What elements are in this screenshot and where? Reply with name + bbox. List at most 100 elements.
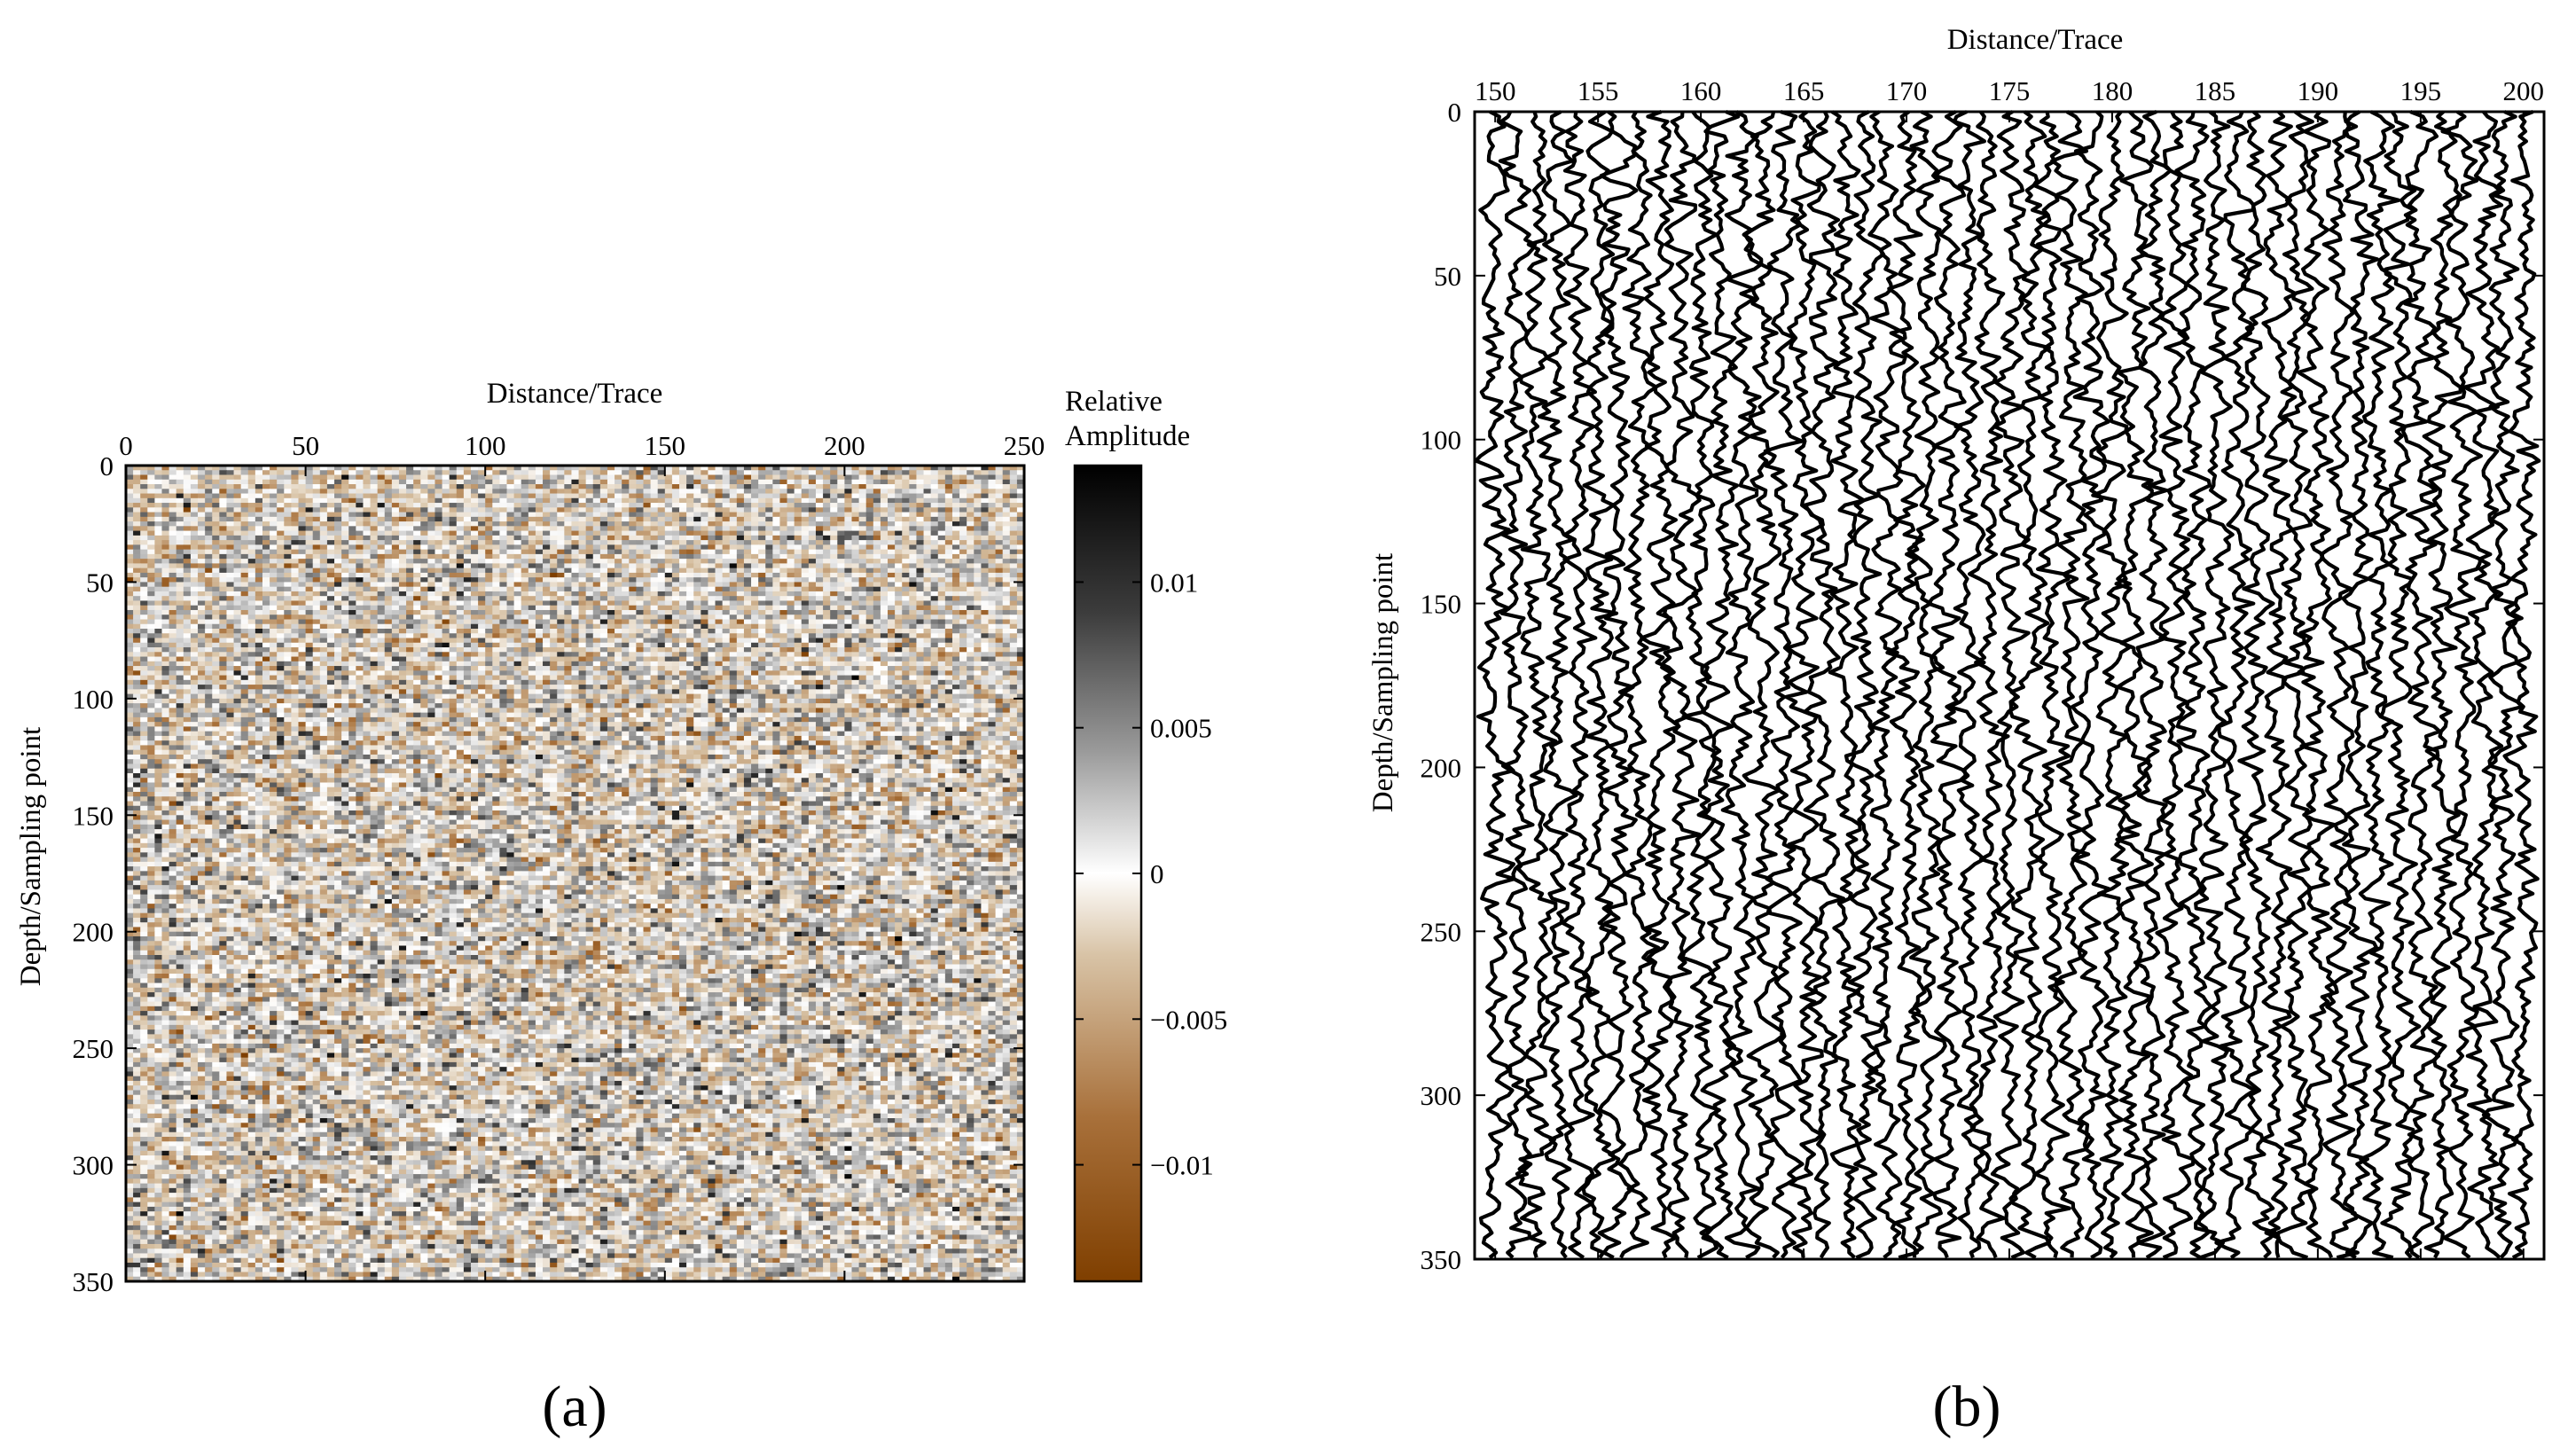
heatmap-cell	[212, 550, 220, 555]
heatmap-cell	[255, 540, 263, 545]
heatmap-cell	[485, 554, 493, 560]
heatmap-cell	[162, 624, 170, 630]
heatmap-cell	[392, 600, 400, 606]
heatmap-cell	[779, 521, 787, 527]
heatmap-cell	[938, 591, 946, 597]
heatmap-cell	[557, 507, 565, 513]
heatmap-cell	[392, 563, 400, 568]
heatmap-cell	[701, 554, 709, 560]
heatmap-cell	[306, 540, 314, 545]
heatmap-cell	[873, 507, 881, 513]
heatmap-cell	[600, 563, 608, 568]
heatmap-cell	[916, 573, 924, 578]
heatmap-cell	[313, 498, 321, 504]
heatmap-cell	[651, 521, 659, 527]
heatmap-cell	[184, 536, 192, 541]
heatmap-cell	[226, 559, 234, 564]
heatmap-cell	[471, 568, 479, 574]
heatmap-cell	[579, 498, 587, 504]
heatmap-cell	[708, 633, 716, 638]
heatmap-cell	[226, 498, 234, 504]
heatmap-cell	[378, 559, 386, 564]
heatmap-cell	[730, 540, 738, 545]
heatmap-cell	[133, 633, 141, 638]
heatmap-cell	[140, 480, 148, 485]
heatmap-cell	[902, 629, 910, 634]
heatmap-cell	[536, 573, 544, 578]
heatmap-cell	[952, 629, 960, 634]
heatmap-cell	[693, 544, 701, 550]
heatmap-cell	[378, 563, 386, 568]
heatmap-cell	[1010, 638, 1018, 644]
heatmap-cell	[643, 559, 651, 564]
heatmap-cell	[514, 475, 522, 481]
heatmap-cell	[226, 489, 234, 494]
heatmap-cell	[651, 577, 659, 583]
heatmap-cell	[442, 647, 450, 653]
heatmap-cell	[629, 540, 637, 545]
heatmap-cell	[916, 600, 924, 606]
heatmap-cell	[536, 596, 544, 601]
heatmap-cell	[234, 591, 242, 597]
heatmap-cell	[586, 563, 594, 568]
heatmap-cell	[521, 531, 529, 536]
heatmap-cell	[241, 480, 249, 485]
heatmap-cell	[916, 614, 924, 620]
heatmap-cell	[320, 624, 328, 630]
heatmap-cell	[787, 568, 795, 574]
heatmap-cell	[859, 526, 867, 531]
heatmap-cell	[284, 587, 292, 592]
heatmap-cell	[629, 568, 637, 574]
heatmap-cell	[779, 480, 787, 485]
heatmap-cell	[557, 526, 565, 531]
heatmap-cell	[665, 614, 673, 620]
heatmap-cell	[765, 498, 773, 504]
heatmap-cell	[133, 470, 141, 475]
heatmap-cell	[701, 568, 709, 574]
heatmap-cell	[413, 591, 421, 597]
heatmap-cell	[938, 498, 946, 504]
heatmap-cell	[457, 643, 465, 648]
heatmap-cell	[716, 544, 724, 550]
heatmap-cell	[413, 624, 421, 630]
heatmap-cell	[852, 610, 860, 615]
heatmap-cell	[600, 638, 608, 644]
heatmap-cell	[514, 540, 522, 545]
heatmap-cell	[371, 596, 379, 601]
heatmap-cell	[176, 531, 184, 536]
heatmap-cell	[636, 582, 644, 587]
heatmap-cell	[909, 498, 917, 504]
heatmap-cell	[643, 600, 651, 606]
heatmap-cell	[420, 559, 428, 564]
heatmap-cell	[499, 544, 507, 550]
heatmap-cell	[320, 507, 328, 513]
heatmap-cell	[730, 591, 738, 597]
heatmap-cell	[593, 513, 601, 518]
heatmap-cell	[859, 559, 867, 564]
heatmap-cell	[823, 484, 831, 489]
heatmap-cell	[521, 619, 529, 624]
heatmap-cell	[262, 610, 270, 615]
heatmap-cell	[779, 517, 787, 522]
heatmap-cell	[830, 587, 838, 592]
heatmap-cell	[270, 554, 278, 560]
heatmap-cell	[1010, 526, 1018, 531]
heatmap-cell	[859, 498, 867, 504]
heatmap-cell	[772, 643, 780, 648]
heatmap-cell	[593, 475, 601, 481]
heatmap-cell	[140, 647, 148, 653]
heatmap-cell	[571, 606, 579, 611]
heatmap-cell	[902, 544, 910, 550]
heatmap-cell	[133, 503, 141, 508]
heatmap-cell	[277, 624, 285, 630]
heatmap-cell	[665, 526, 673, 531]
heatmap-cell	[550, 531, 558, 536]
heatmap-cell	[758, 600, 766, 606]
heatmap-cell	[744, 573, 752, 578]
heatmap-cell	[341, 610, 349, 615]
heatmap-cell	[162, 582, 170, 587]
heatmap-cell	[651, 554, 659, 560]
heatmap-cell	[723, 540, 731, 545]
heatmap-cell	[406, 633, 414, 638]
heatmap-cell	[205, 643, 213, 648]
